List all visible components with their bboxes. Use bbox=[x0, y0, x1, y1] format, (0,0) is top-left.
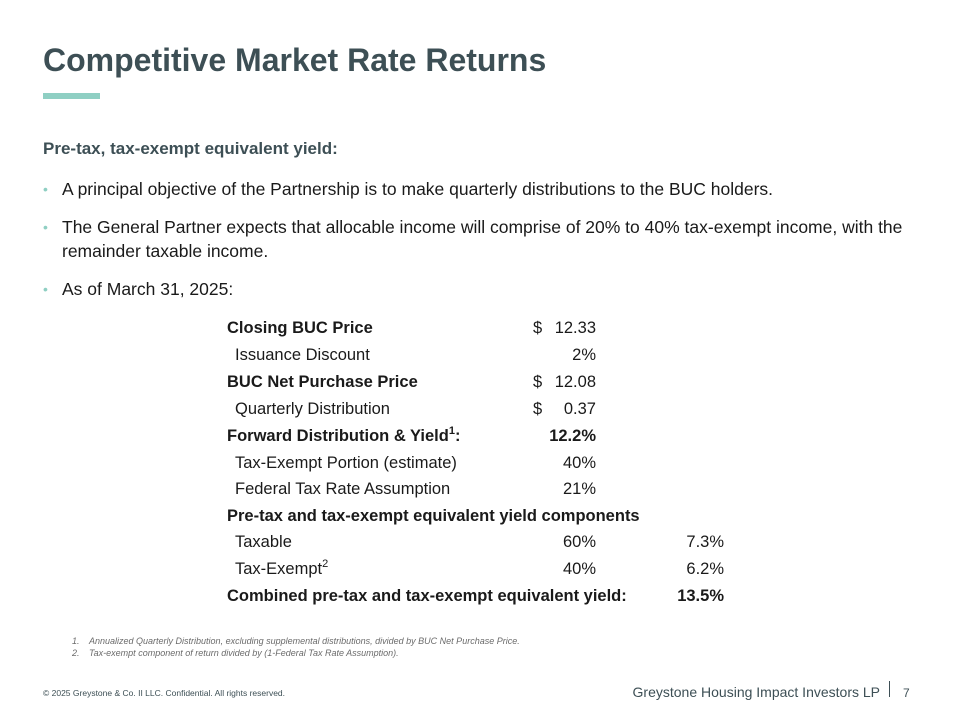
page-title: Competitive Market Rate Returns bbox=[43, 42, 547, 78]
table-row-forward-yield: Forward Distribution & Yield1: 12.2% bbox=[227, 425, 727, 453]
row-label: Taxable bbox=[235, 533, 292, 551]
row-label-group: Forward Distribution & Yield1: bbox=[227, 425, 461, 446]
footnote: 2. Tax-exempt component of return divide… bbox=[72, 647, 520, 659]
row-value: 2% bbox=[572, 346, 596, 364]
bullet-dot-icon: • bbox=[43, 219, 48, 235]
bullet-item: • As of March 31, 2025: bbox=[43, 277, 903, 301]
row-value: 40% bbox=[562, 560, 596, 578]
page-number: 7 bbox=[903, 686, 910, 700]
footnote-ref: 1 bbox=[448, 425, 455, 437]
row-label: Issuance Discount bbox=[235, 346, 370, 364]
table-row-closing-buc-price: Closing BUC Price $ 12.33 bbox=[227, 319, 727, 345]
row-yield: 6.2% bbox=[686, 560, 724, 578]
footnote-ref: 2 bbox=[322, 558, 329, 570]
row-label: Tax-Exempt bbox=[235, 560, 323, 578]
company-name: Greystone Housing Impact Investors LP bbox=[632, 684, 880, 700]
row-value: 21% bbox=[562, 480, 596, 498]
bullet-list: • A principal objective of the Partnersh… bbox=[43, 177, 903, 315]
row-label-suffix: : bbox=[454, 427, 461, 445]
table-row-issuance-discount: Issuance Discount 2% bbox=[227, 346, 727, 372]
row-currency: $ bbox=[533, 319, 543, 337]
row-label: BUC Net Purchase Price bbox=[227, 373, 418, 391]
row-label: Forward Distribution & Yield bbox=[227, 427, 449, 445]
row-label: Quarterly Distribution bbox=[235, 400, 390, 418]
row-label: Combined pre-tax and tax-exempt equivale… bbox=[227, 587, 627, 605]
row-yield: 7.3% bbox=[686, 533, 724, 551]
table-row-combined-yield: Combined pre-tax and tax-exempt equivale… bbox=[227, 587, 727, 613]
copyright-notice: © 2025 Greystone & Co. II LLC. Confident… bbox=[43, 688, 286, 698]
footnote-text: Annualized Quarterly Distribution, exclu… bbox=[89, 636, 520, 646]
row-yield: 13.5% bbox=[677, 587, 724, 605]
bullet-text: The General Partner expects that allocab… bbox=[62, 217, 903, 261]
row-value: 60% bbox=[562, 533, 596, 551]
bullet-text: As of March 31, 2025: bbox=[62, 279, 234, 299]
row-value: 12.08 bbox=[554, 373, 596, 391]
table-row-components-heading: Pre-tax and tax-exempt equivalent yield … bbox=[227, 507, 727, 533]
footnotes: 1. Annualized Quarterly Distribution, ex… bbox=[72, 635, 520, 659]
bullet-item: • The General Partner expects that alloc… bbox=[43, 215, 903, 263]
row-label: Federal Tax Rate Assumption bbox=[235, 480, 451, 498]
bullet-text: A principal objective of the Partnership… bbox=[62, 179, 774, 199]
table-row-quarterly-distribution: Quarterly Distribution $ 0.37 bbox=[227, 400, 727, 426]
row-label: Closing BUC Price bbox=[227, 319, 373, 337]
table-row-taxable: Taxable 60% 7.3% bbox=[227, 533, 727, 559]
footnote-number: 2. bbox=[72, 648, 80, 658]
row-value: 12.2% bbox=[549, 427, 596, 445]
row-value: 40% bbox=[562, 454, 596, 472]
row-currency: $ bbox=[533, 400, 543, 418]
footer-divider bbox=[889, 681, 890, 697]
bullet-dot-icon: • bbox=[43, 281, 48, 297]
footnote-number: 1. bbox=[72, 636, 80, 646]
table-row-net-purchase-price: BUC Net Purchase Price $ 12.08 bbox=[227, 373, 727, 399]
table-row-tax-exempt-portion: Tax-Exempt Portion (estimate) 40% bbox=[227, 454, 727, 480]
bullet-item: • A principal objective of the Partnersh… bbox=[43, 177, 903, 201]
row-label: Tax-Exempt Portion (estimate) bbox=[235, 454, 457, 472]
footnote-text: Tax-exempt component of return divided b… bbox=[89, 648, 399, 658]
bullet-dot-icon: • bbox=[43, 181, 48, 197]
row-label: Pre-tax and tax-exempt equivalent yield … bbox=[227, 507, 640, 525]
footnote: 1. Annualized Quarterly Distribution, ex… bbox=[72, 635, 520, 647]
table-row-tax-exempt: Tax-Exempt2 40% 6.2% bbox=[227, 558, 727, 586]
row-label-group: Tax-Exempt2 bbox=[235, 558, 329, 579]
title-accent-bar bbox=[43, 93, 100, 99]
table-row-federal-tax-rate: Federal Tax Rate Assumption 21% bbox=[227, 480, 727, 506]
row-value: 0.37 bbox=[563, 400, 596, 418]
row-value: 12.33 bbox=[554, 319, 596, 337]
row-currency: $ bbox=[533, 373, 543, 391]
section-subheading: Pre-tax, tax-exempt equivalent yield: bbox=[43, 139, 338, 158]
